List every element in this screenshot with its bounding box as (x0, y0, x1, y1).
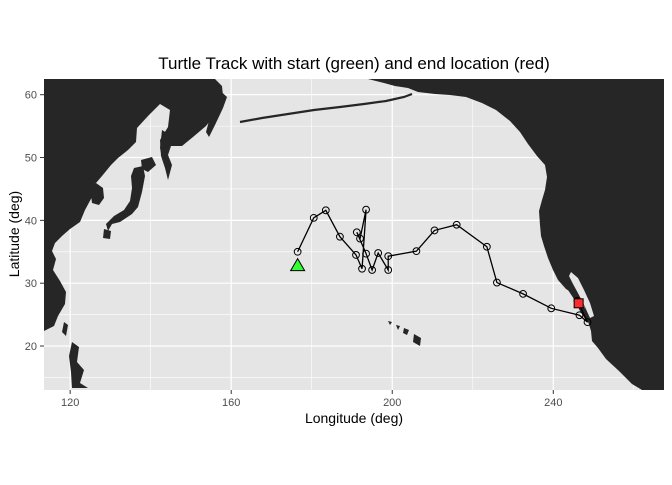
track-point (336, 232, 344, 241)
track-layer (289, 205, 592, 327)
track-point (519, 289, 527, 298)
land-hawaii-4 (388, 321, 392, 325)
track-point (309, 213, 318, 222)
track-point (374, 249, 383, 257)
track-point (583, 318, 592, 327)
track-point (384, 252, 393, 261)
y-axis-label: Latitude (deg) (6, 191, 22, 277)
track-point (412, 247, 421, 256)
start-marker (289, 257, 306, 272)
x-tick-label: 160 (222, 397, 240, 409)
track-point (575, 311, 584, 320)
grid-lines (44, 79, 664, 390)
x-tick-label: 120 (61, 397, 79, 409)
y-tick-label: 50 (25, 153, 37, 165)
track-point (493, 278, 501, 287)
track-point (547, 304, 556, 313)
track-point (352, 251, 360, 259)
land-kyushu (103, 229, 111, 239)
y-tick-label: 40 (25, 215, 37, 227)
land-taiwan (62, 322, 68, 336)
end-marker (573, 298, 584, 309)
land-hokkaido (141, 157, 156, 172)
track-point (482, 242, 491, 251)
y-tick-label: 60 (25, 90, 37, 102)
gulf-of-california (569, 272, 594, 318)
y-tick-label: 20 (25, 341, 37, 353)
land-hawaii-1 (413, 334, 421, 346)
chart-title: Turtle Track with start (green) and end … (158, 54, 549, 73)
track-point (384, 266, 393, 274)
land-kamchatka (206, 86, 227, 137)
land-hawaii-2 (403, 328, 409, 335)
land-korea (91, 183, 104, 205)
track-point (358, 264, 366, 273)
track-point (293, 247, 302, 256)
axes: 120 160 200 240 20 30 40 50 60 (25, 90, 563, 409)
track-point (352, 228, 361, 237)
x-tick-label: 240 (544, 397, 562, 409)
track-point (362, 249, 370, 258)
x-axis-label: Longitude (deg) (305, 410, 403, 426)
track-path (297, 209, 589, 323)
land-sakhalin (160, 130, 167, 158)
track-point (368, 266, 377, 274)
land-asia (44, 79, 223, 331)
track-point (362, 205, 370, 214)
land-japan (106, 166, 145, 231)
track-point (321, 206, 330, 215)
land-aleutians (239, 92, 413, 124)
track-point (452, 220, 461, 229)
track-point (356, 234, 364, 243)
land-hawaii-3 (396, 325, 400, 330)
x-tick-label: 200 (383, 397, 401, 409)
track-point (430, 226, 439, 235)
y-tick-label: 30 (25, 278, 37, 290)
land-philippines (69, 342, 88, 388)
